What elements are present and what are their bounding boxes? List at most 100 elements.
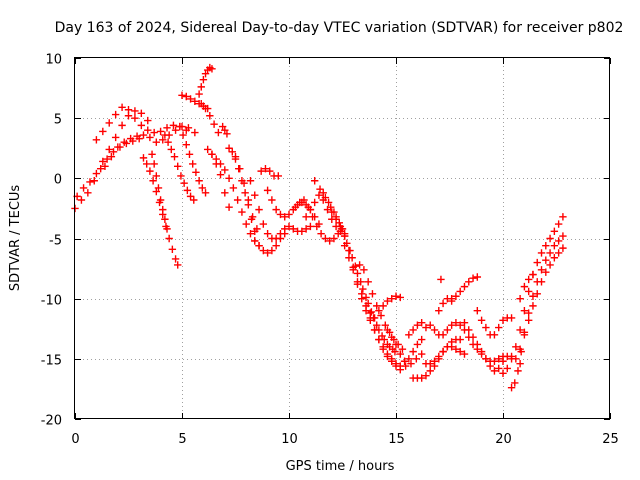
data-point (306, 222, 315, 231)
data-point (317, 229, 325, 238)
x-tick-label: 15 (388, 432, 405, 447)
data-point (375, 335, 383, 344)
data-point (511, 379, 519, 387)
data-point (190, 196, 198, 204)
series-7 (176, 122, 210, 197)
series-32 (422, 335, 464, 368)
data-point (242, 220, 250, 228)
data-point (490, 331, 499, 339)
data-point (388, 294, 396, 303)
data-point (244, 196, 253, 204)
data-point (192, 168, 200, 177)
data-point (452, 319, 460, 327)
data-point (443, 326, 452, 334)
data-point (195, 177, 203, 185)
data-point (550, 242, 559, 250)
data-point (381, 321, 389, 329)
data-point (92, 169, 101, 178)
data-point (388, 355, 396, 363)
data-point (417, 374, 426, 382)
data-point (507, 384, 516, 392)
data-point (203, 145, 212, 154)
series-6 (161, 131, 198, 204)
data-point (383, 340, 392, 349)
data-point (546, 261, 554, 269)
data-point (186, 95, 195, 103)
data-point (126, 134, 135, 143)
series-5 (148, 150, 171, 233)
data-point (182, 92, 190, 101)
data-point (452, 292, 460, 300)
data-point (456, 321, 464, 329)
data-point (379, 343, 387, 351)
data-point (137, 109, 146, 118)
data-point (156, 127, 165, 136)
data-point (401, 362, 410, 370)
data-point (383, 297, 392, 305)
data-point (214, 128, 223, 137)
data-point (285, 222, 293, 231)
data-point (163, 225, 171, 233)
data-point (183, 186, 192, 195)
data-point (417, 319, 426, 327)
data-point (353, 278, 362, 286)
series-11 (218, 122, 231, 138)
data-point (170, 152, 179, 161)
data-point (139, 154, 148, 162)
data-point (378, 332, 386, 340)
data-point (524, 316, 533, 325)
data-point (298, 227, 306, 235)
data-point (512, 343, 520, 351)
data-point (447, 297, 456, 305)
data-point (439, 299, 447, 308)
series-30 (405, 319, 430, 339)
data-point (507, 314, 516, 322)
data-point (473, 273, 482, 281)
x-tick-label: 10 (281, 432, 298, 447)
series-0 (71, 134, 143, 213)
data-point (150, 160, 158, 168)
data-point (236, 165, 244, 173)
data-point (77, 196, 86, 204)
data-point (439, 347, 447, 356)
data-point (73, 192, 81, 201)
data-point (272, 242, 280, 250)
data-point (460, 282, 469, 291)
data-point (176, 122, 184, 131)
data-point (330, 234, 338, 243)
series-13 (203, 145, 263, 250)
data-point (373, 321, 381, 329)
data-point (189, 160, 197, 168)
data-point (465, 326, 473, 334)
series-9 (195, 63, 216, 98)
data-point (524, 275, 533, 284)
data-point (225, 174, 233, 183)
data-point (169, 121, 178, 130)
data-point (319, 189, 327, 197)
data-point (79, 184, 88, 192)
series-25 (340, 242, 400, 368)
data-point (120, 138, 128, 146)
data-point (146, 133, 154, 142)
data-point (422, 371, 430, 380)
data-point (257, 167, 265, 175)
data-point (405, 355, 413, 363)
x-tick-label: 5 (178, 432, 186, 447)
data-point (396, 350, 404, 358)
data-point (473, 340, 482, 349)
data-point (124, 106, 133, 114)
data-point (537, 266, 546, 274)
data-point (150, 128, 158, 137)
series-35 (437, 275, 445, 284)
data-point (327, 203, 335, 211)
data-point (300, 196, 308, 204)
data-point (554, 237, 563, 245)
y-tick-label: -15 (41, 354, 62, 369)
data-point (370, 314, 379, 322)
data-point (516, 359, 524, 368)
data-point (524, 287, 533, 296)
data-point (443, 343, 452, 351)
data-point (159, 136, 167, 144)
data-point (118, 121, 126, 130)
